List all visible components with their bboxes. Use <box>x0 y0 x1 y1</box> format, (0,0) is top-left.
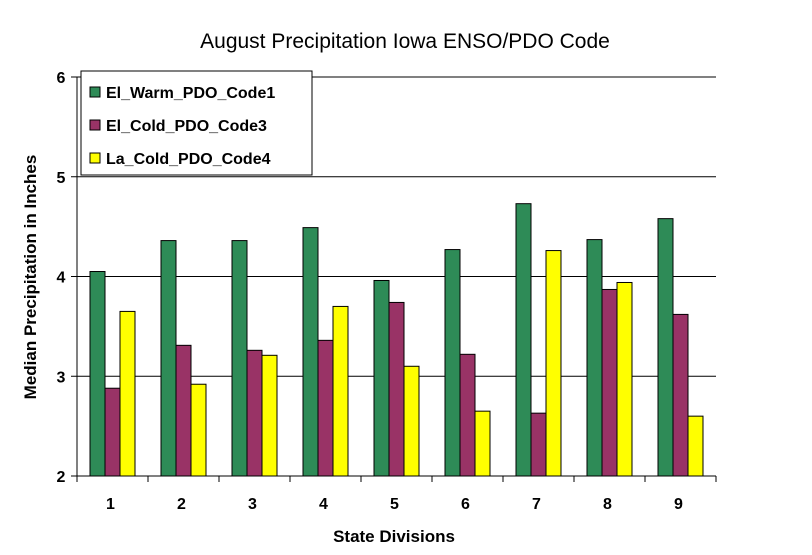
bar-la-cold-pdo-code4-division-3 <box>261 354 278 477</box>
bar-la-cold-pdo-code4-division-4 <box>332 305 349 477</box>
bar-el-cold-pdo-code3-division-2 <box>175 344 192 477</box>
axes <box>71 76 717 482</box>
x-tick-label: 3 <box>248 496 257 513</box>
y-tick-label: 3 <box>57 369 66 386</box>
x-tick-label: 2 <box>177 496 186 513</box>
x-axis-title: State Divisions <box>333 527 455 546</box>
bar-el-cold-pdo-code3-division-8 <box>601 288 618 477</box>
bar-el-warm-pdo-code1-division-1 <box>89 271 106 477</box>
y-tick-label: 2 <box>57 469 66 486</box>
x-tick-label: 7 <box>532 496 541 513</box>
legend: El_Warm_PDO_Code1 El_Cold_PDO_Code3 La_Col… <box>80 70 313 176</box>
x-tick-label: 9 <box>674 496 683 513</box>
legend-swatch-el-warm-pdo-code1 <box>89 86 101 98</box>
legend-swatch-el-cold-pdo-code3 <box>89 119 101 131</box>
legend-label-el-warm-pdo-code1: El_Warm_PDO_Code1 <box>106 85 275 102</box>
bar-la-cold-pdo-code4-division-8 <box>616 281 633 477</box>
legend-box <box>80 70 313 176</box>
bar-la-cold-pdo-code4-division-5 <box>403 365 420 477</box>
bar-la-cold-pdo-code4-division-9 <box>687 415 704 477</box>
bar-el-cold-pdo-code3-division-1 <box>104 387 121 477</box>
tick-labels: 2 3 4 5 6 1 2 3 4 5 6 7 8 9 <box>57 70 684 513</box>
bar-el-cold-pdo-code3-division-6 <box>459 353 476 477</box>
y-tick-label: 4 <box>57 270 66 287</box>
bar-el-cold-pdo-code3-division-9 <box>672 313 689 477</box>
x-tick-label: 4 <box>319 496 328 513</box>
bar-la-cold-pdo-code4-division-1 <box>119 310 136 477</box>
bar-el-cold-pdo-code3-division-3 <box>246 349 263 477</box>
x-tick-label: 6 <box>461 496 470 513</box>
legend-label-el-cold-pdo-code3: El_Cold_PDO_Code3 <box>106 118 267 135</box>
x-tick-label: 1 <box>106 496 115 513</box>
bar-el-warm-pdo-code1-division-9 <box>657 218 674 477</box>
bar-el-warm-pdo-code1-division-6 <box>444 249 461 477</box>
x-tick-label: 8 <box>603 496 612 513</box>
bars <box>89 203 704 477</box>
bar-el-warm-pdo-code1-division-4 <box>302 227 319 477</box>
bar-el-cold-pdo-code3-division-5 <box>388 301 405 477</box>
bar-el-warm-pdo-code1-division-8 <box>586 239 603 477</box>
y-tick-label: 5 <box>57 170 66 187</box>
bar-la-cold-pdo-code4-division-2 <box>190 383 207 477</box>
legend-label-la-cold-pdo-code4: La_Cold_PDO_Code4 <box>106 151 271 168</box>
legend-swatch-la-cold-pdo-code4 <box>89 152 101 164</box>
bar-la-cold-pdo-code4-division-7 <box>545 250 562 477</box>
y-tick-label: 6 <box>57 70 66 87</box>
x-tick-label: 5 <box>390 496 399 513</box>
bar-el-cold-pdo-code3-division-4 <box>317 339 334 477</box>
bar-la-cold-pdo-code4-division-6 <box>474 410 491 477</box>
bar-el-warm-pdo-code1-division-5 <box>373 279 390 477</box>
bar-el-cold-pdo-code3-division-7 <box>530 412 547 477</box>
y-axis-title: Median Precipitation in Inches <box>21 155 40 400</box>
chart-title: August Precipitation Iowa ENSO/PDO Code <box>200 30 610 53</box>
bar-el-warm-pdo-code1-division-2 <box>160 240 177 477</box>
bar-el-warm-pdo-code1-division-3 <box>231 240 248 477</box>
bar-el-warm-pdo-code1-division-7 <box>515 203 532 477</box>
